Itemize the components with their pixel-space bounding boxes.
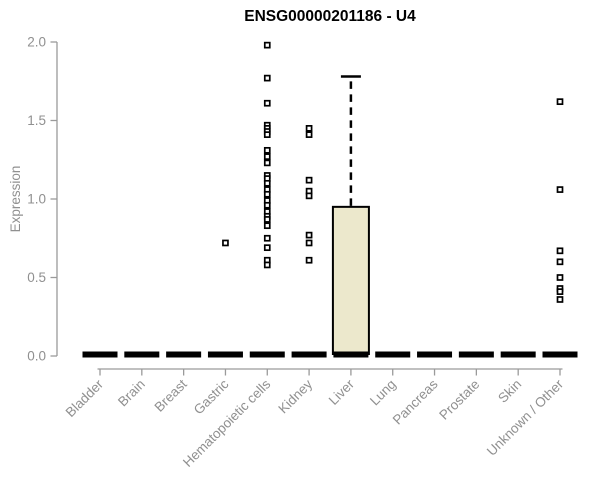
outlier-point (305, 256, 313, 264)
outlier-point (263, 41, 271, 49)
outlier-point (263, 234, 271, 242)
outlier-point (263, 190, 271, 198)
outlier-point (263, 201, 271, 209)
outlier-point (263, 99, 271, 107)
outlier-point (556, 186, 564, 193)
x-tick-label: Unknown / Other (484, 376, 567, 459)
y-tick-label: 2.0 (27, 35, 46, 50)
x-tick-label: Liver (326, 376, 358, 408)
outlier-point (556, 98, 564, 106)
outlier-point (556, 288, 564, 295)
x-tick-label: Brain (115, 377, 148, 410)
x-tick-label: Gastric (191, 376, 232, 417)
y-tick-label: 0.5 (27, 270, 46, 285)
box-rect (331, 205, 370, 355)
outlier-point (263, 146, 271, 154)
x-tick-label: Prostate (436, 377, 482, 423)
y-tick-label: 1.5 (27, 113, 46, 128)
y-tick-label: 0.0 (27, 349, 46, 364)
outlier-point (222, 239, 229, 247)
outlier-point (556, 258, 564, 266)
x-tick-label: Breast (152, 376, 190, 414)
outlier-point (556, 296, 564, 303)
outlier-point (263, 153, 271, 160)
x-tick-label: Kidney (275, 376, 315, 416)
outlier-point (305, 131, 313, 138)
outlier-point (263, 159, 271, 167)
y-tick-label: 1.0 (27, 192, 46, 207)
outlier-point (305, 176, 313, 184)
outlier-point (556, 247, 564, 255)
chart-title: ENSG00000201186 - U4 (244, 8, 416, 25)
outlier-point (305, 239, 313, 247)
outlier-point (263, 216, 271, 223)
outlier-point (263, 244, 271, 252)
outlier-point (305, 124, 313, 132)
x-tick-label: Pancreas (390, 376, 441, 427)
outlier-point (263, 131, 271, 138)
x-tick-label: Skin (495, 377, 524, 406)
outlier-point (305, 231, 313, 239)
x-tick-label: Lung (367, 377, 399, 409)
outlier-point (263, 222, 271, 230)
x-tick-label: Bladder (63, 376, 107, 420)
outlier-point (305, 192, 313, 200)
outlier-point (263, 179, 271, 187)
outlier-point (263, 261, 271, 269)
outlier-point (556, 274, 564, 281)
outlier-point (263, 74, 271, 82)
